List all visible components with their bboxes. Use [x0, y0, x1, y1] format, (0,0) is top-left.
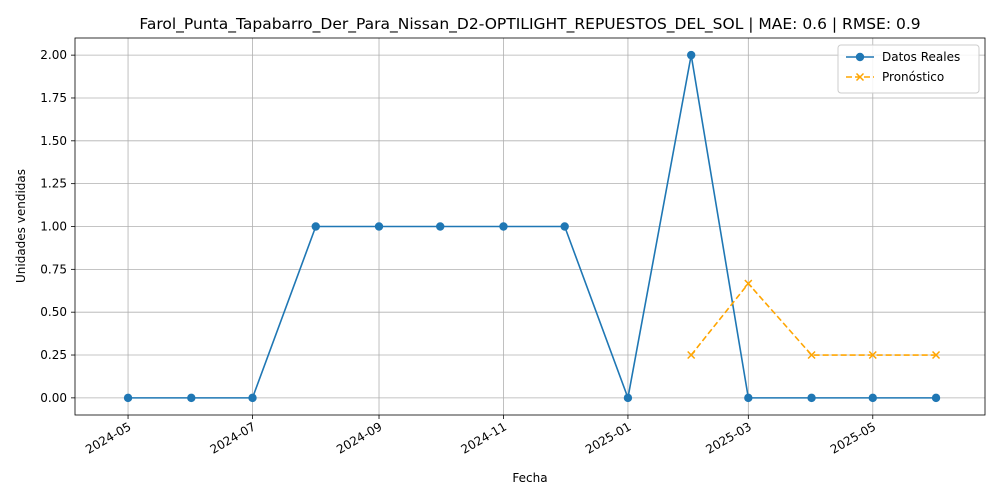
data-point: [311, 222, 320, 231]
x-tick-label: 2025-05: [828, 419, 878, 456]
data-point: [686, 50, 696, 60]
data-point: [436, 222, 445, 231]
x-tick-label: 2025-03: [703, 419, 753, 456]
data-point: [868, 393, 877, 403]
series-0: [123, 50, 941, 403]
y-tick-label: 0.50: [40, 305, 67, 319]
data-point: [248, 393, 257, 403]
legend: Datos Reales Pronóstico: [837, 44, 980, 94]
data-point: [807, 350, 816, 360]
y-axis-label: Unidades vendidas: [14, 169, 28, 283]
legend-entry: Datos Reales: [846, 50, 960, 64]
data-point: [868, 350, 877, 360]
data-point: [687, 350, 696, 360]
legend-label: Datos Reales: [882, 50, 960, 64]
data-point: [744, 393, 753, 403]
chart-title: Farol_Punta_Tapabarro_Der_Para_Nissan_D2…: [139, 15, 920, 34]
y-tick-label: 2.00: [40, 48, 67, 62]
x-tick-label: 2024-09: [334, 419, 384, 456]
data-point: [499, 222, 508, 231]
data-point: [931, 393, 941, 403]
data-point: [123, 393, 133, 403]
series-line: [128, 54, 937, 401]
x-axis-label: Fecha: [512, 471, 547, 485]
x-tick-label: 2024-11: [459, 419, 509, 456]
data-point: [932, 350, 941, 360]
data-point: [560, 222, 569, 231]
legend-marker: [855, 72, 865, 82]
series-1: [687, 279, 941, 360]
y-tick-label: 1.75: [40, 91, 67, 105]
series-layer: [123, 50, 941, 403]
y-tick-label: 0.00: [40, 391, 67, 405]
legend-label: Pronóstico: [882, 70, 944, 84]
x-tick-label: 2025-01: [583, 419, 633, 456]
data-point: [744, 279, 753, 288]
data-point: [623, 393, 633, 403]
data-point: [374, 222, 384, 231]
x-tick-label: 2024-07: [208, 419, 258, 456]
data-point: [807, 393, 816, 403]
y-tick-label: 1.00: [40, 220, 67, 234]
y-tick-label: 1.50: [40, 134, 67, 148]
x-tick-label: 2024-05: [83, 419, 133, 456]
legend-entry: Pronóstico: [846, 70, 944, 84]
plot-frame: [74, 37, 986, 416]
series-line: [690, 282, 937, 356]
data-point: [187, 393, 196, 403]
y-tick-label: 0.25: [40, 348, 67, 362]
legend-marker: [855, 52, 865, 62]
y-tick-label: 0.75: [40, 262, 67, 276]
y-tick-label: 1.25: [40, 177, 67, 191]
x-axis-ticks: 2024-05 2024-07 2024-09 2024-11 2025-01 2025-…: [83, 415, 878, 457]
grid-lines: [75, 38, 985, 415]
y-axis-ticks: 0.00 0.25 0.50 0.75 1.00 1.25 1.50 1.75 2.00: [40, 48, 75, 405]
